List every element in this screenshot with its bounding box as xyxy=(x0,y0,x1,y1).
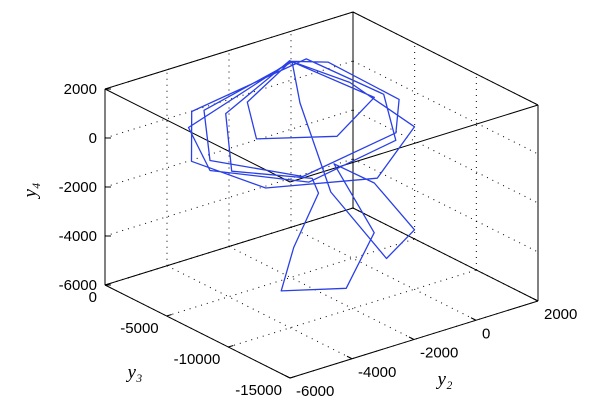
z-tick-label: 2000 xyxy=(64,81,97,98)
z-tick-label: -2000 xyxy=(59,179,97,196)
box-edge xyxy=(104,88,291,183)
tick-mark xyxy=(166,314,172,317)
grid-line xyxy=(104,60,354,139)
grid-line xyxy=(228,269,477,348)
box-edge xyxy=(104,284,291,379)
x-tick-label: -4000 xyxy=(358,364,396,381)
box-edge xyxy=(289,104,539,183)
grid-line xyxy=(166,265,353,360)
grid-line xyxy=(166,238,415,317)
box-edge xyxy=(352,11,539,106)
x-tick-label: -2000 xyxy=(420,345,458,362)
y-tick-label: 0 xyxy=(89,289,97,306)
x-tick-label: 0 xyxy=(482,325,490,342)
tick-mark xyxy=(470,317,477,321)
y-tick-label: -10000 xyxy=(174,351,221,368)
z-tick-label: -6000 xyxy=(59,277,97,294)
z-tick-label: -4000 xyxy=(59,228,97,245)
tick-mark xyxy=(289,376,296,379)
x-tick-label: -6000 xyxy=(296,383,334,400)
trajectory-line xyxy=(187,58,416,292)
box-edge xyxy=(104,11,354,90)
x-axis-label: y₂ xyxy=(435,369,452,390)
tick-mark xyxy=(284,375,291,379)
tick-mark xyxy=(408,336,415,340)
grid-line xyxy=(352,109,539,204)
tick-mark xyxy=(228,345,234,348)
box-edge xyxy=(352,207,539,302)
z-tick-label: 0 xyxy=(89,130,97,147)
y-axis-label: y₃ xyxy=(125,362,142,383)
grid-line xyxy=(228,246,415,340)
y-tick-label: -15000 xyxy=(235,382,282,399)
tick-mark xyxy=(532,298,539,302)
tick-mark xyxy=(104,283,111,286)
y-tick-label: -5000 xyxy=(120,320,158,337)
z-axis-label: y₄ xyxy=(20,182,41,199)
x-tick-label: 2000 xyxy=(544,306,577,323)
box-edge xyxy=(104,207,354,286)
grid-line xyxy=(290,226,477,321)
tick-mark xyxy=(346,355,353,360)
grid-line xyxy=(104,109,354,188)
